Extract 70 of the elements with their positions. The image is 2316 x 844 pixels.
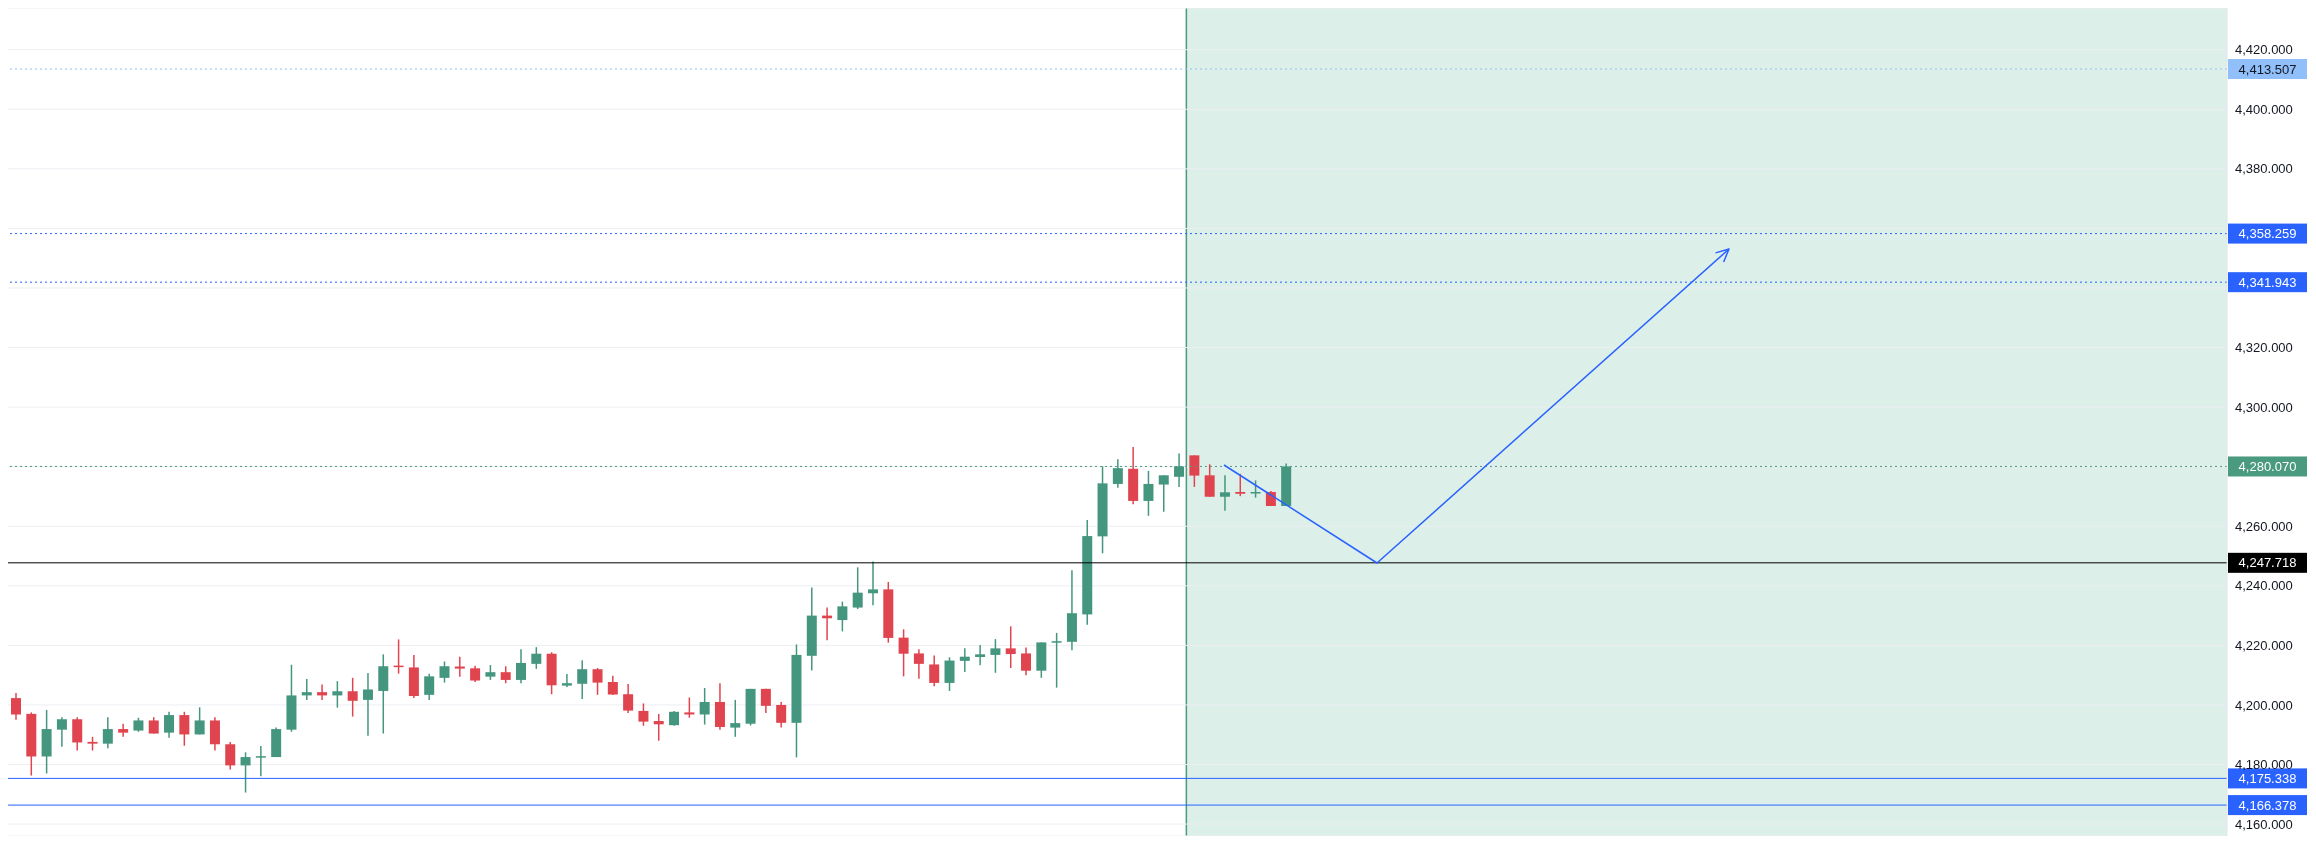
candlestick bbox=[516, 648, 527, 684]
candlestick bbox=[317, 683, 328, 701]
y-tick-label: 4,200.000 bbox=[2235, 697, 2293, 713]
candlestick bbox=[867, 560, 878, 606]
candlestick bbox=[837, 600, 848, 633]
y-tick-label: 4,420.000 bbox=[2235, 42, 2293, 58]
y-tick-label: 4,220.000 bbox=[2235, 638, 2293, 653]
candlestick bbox=[776, 701, 787, 729]
candlestick bbox=[1143, 470, 1154, 517]
candlestick bbox=[225, 741, 236, 771]
candlestick bbox=[424, 672, 435, 701]
candlestick bbox=[1005, 625, 1016, 669]
candlestick bbox=[454, 655, 465, 678]
candlestick bbox=[852, 566, 863, 610]
candlestick bbox=[684, 696, 695, 719]
candlestick bbox=[944, 656, 955, 692]
candlestick bbox=[913, 648, 924, 680]
candlestick bbox=[1158, 474, 1169, 513]
y-tick-label: 4,300.000 bbox=[2235, 399, 2293, 415]
y-tick-label: 4,380.000 bbox=[2235, 161, 2293, 177]
candlestick bbox=[301, 678, 312, 701]
candlestick bbox=[332, 680, 343, 709]
candlestick bbox=[164, 711, 175, 739]
ref-line-label: 4,413.507 bbox=[2238, 61, 2297, 77]
candlestick bbox=[1235, 473, 1246, 497]
candlestick bbox=[1021, 646, 1032, 676]
candlestick bbox=[638, 702, 649, 727]
candlestick bbox=[623, 683, 634, 714]
candlestick bbox=[975, 644, 986, 667]
candlestick bbox=[72, 716, 83, 752]
candlestick bbox=[347, 677, 358, 718]
ref-line-label: 4,166.378 bbox=[2238, 797, 2297, 813]
y-tick-label: 4,400.000 bbox=[2235, 101, 2293, 117]
y-tick-label: 4,160.000 bbox=[2235, 816, 2293, 832]
candlestick bbox=[56, 716, 67, 748]
y-tick-label: 4,260.000 bbox=[2235, 518, 2293, 534]
candlestick bbox=[179, 711, 190, 747]
y-tick-label: 4,240.000 bbox=[2235, 578, 2293, 594]
candlestick bbox=[1219, 474, 1230, 512]
candlestick bbox=[118, 722, 129, 738]
candlestick bbox=[362, 672, 373, 737]
candlestick bbox=[653, 713, 664, 742]
ref-line-label: 4,247.718 bbox=[2238, 555, 2297, 571]
candlestick bbox=[194, 706, 205, 736]
ref-line-label: 4,175.338 bbox=[2238, 770, 2297, 786]
candlestick bbox=[255, 745, 266, 777]
ref-line-label: 4,358.259 bbox=[2238, 226, 2297, 242]
candlestick bbox=[730, 699, 741, 738]
candlestick bbox=[898, 628, 909, 678]
candlestick bbox=[592, 667, 603, 696]
candlestick bbox=[990, 638, 1001, 674]
ref-line-label: 4,280.070 bbox=[2238, 459, 2297, 475]
candlestick bbox=[102, 716, 113, 749]
candlestick bbox=[11, 692, 21, 721]
candlestick bbox=[760, 688, 771, 714]
candlestick bbox=[699, 687, 710, 726]
candlestick bbox=[1189, 454, 1200, 488]
y-tick-label: 4,180.000 bbox=[2235, 757, 2293, 773]
candlestick bbox=[240, 751, 251, 794]
candlestick bbox=[1051, 632, 1062, 689]
candlestick bbox=[929, 654, 940, 687]
candlestick bbox=[561, 673, 572, 688]
candlestick bbox=[531, 646, 542, 670]
y-tick-label: 4,320.000 bbox=[2235, 340, 2293, 356]
ref-line-label: 4,341.943 bbox=[2238, 274, 2297, 290]
candlestick bbox=[1204, 463, 1215, 498]
candlestick bbox=[577, 659, 588, 700]
candlestick bbox=[959, 647, 970, 673]
candlestick bbox=[209, 716, 220, 752]
candlestick bbox=[439, 660, 450, 684]
